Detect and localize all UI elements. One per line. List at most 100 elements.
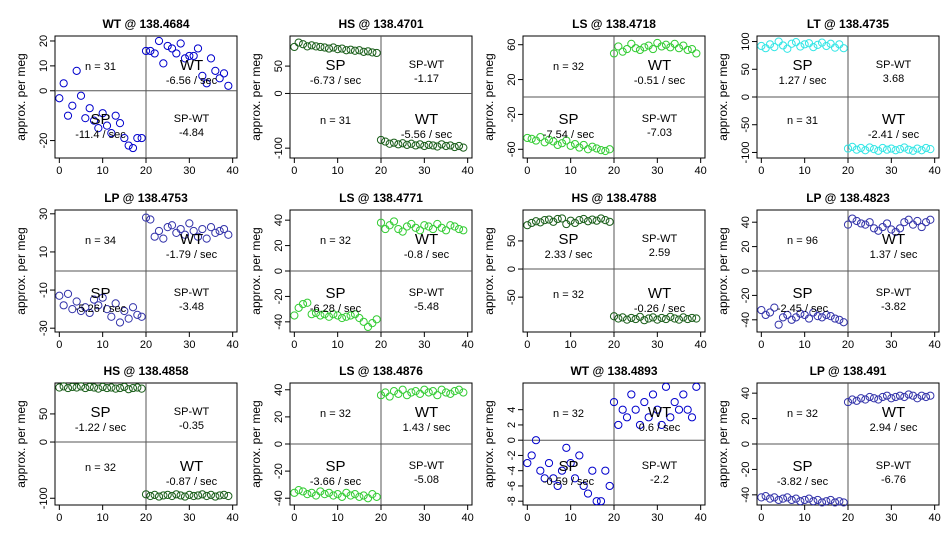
data-point xyxy=(761,310,770,320)
data-point xyxy=(640,316,649,325)
data-point xyxy=(346,311,355,320)
y-axis-label: approx. per meg xyxy=(14,227,28,314)
y-tick-label: -20 xyxy=(506,106,518,122)
data-point xyxy=(917,146,926,155)
data-point xyxy=(523,458,532,468)
data-point xyxy=(219,224,229,234)
data-point xyxy=(765,494,775,503)
data-point xyxy=(904,145,913,154)
panel-title: LP @ 138.4823 xyxy=(806,191,890,205)
data-point xyxy=(446,389,455,398)
x-tick-label: 20 xyxy=(608,165,620,177)
x-tick-label: 20 xyxy=(375,165,387,177)
data-point xyxy=(605,145,614,154)
data-point xyxy=(618,405,627,414)
data-point xyxy=(172,49,181,58)
wt-rate: 1.43 / sec xyxy=(403,422,451,434)
data-point xyxy=(368,490,377,499)
x-tick-label: 10 xyxy=(97,339,109,351)
data-point xyxy=(592,216,601,225)
x-tick-label: 40 xyxy=(462,165,474,177)
x-tick-label: 0 xyxy=(758,512,764,524)
data-point xyxy=(193,232,203,241)
wt-label: WT xyxy=(882,231,905,248)
data-point xyxy=(398,139,407,148)
data-point xyxy=(692,314,701,323)
data-point xyxy=(882,219,892,228)
y-axis-label: approx. per meg xyxy=(482,53,496,140)
x-tick-label: 40 xyxy=(695,339,707,351)
data-point xyxy=(68,101,77,110)
data-point xyxy=(215,226,224,236)
data-point xyxy=(813,40,822,49)
sp-rate: -0.59 / sec xyxy=(543,476,595,488)
y-tick-label: -4 xyxy=(506,466,518,476)
x-tick-label: 10 xyxy=(332,165,344,177)
data-point xyxy=(575,143,584,152)
data-point xyxy=(553,140,562,150)
data-point xyxy=(683,405,692,414)
data-point xyxy=(921,218,931,227)
spwt-label: SP-WT xyxy=(642,113,678,125)
data-point xyxy=(359,47,368,56)
data-point xyxy=(450,142,459,152)
data-point xyxy=(787,315,796,324)
data-point xyxy=(570,474,580,483)
data-point xyxy=(298,299,308,309)
spwt-value: -3.48 xyxy=(179,301,204,313)
data-point xyxy=(830,498,840,507)
data-point xyxy=(394,389,403,398)
spwt-label: SP-WT xyxy=(642,460,678,472)
data-point xyxy=(614,314,623,323)
data-point xyxy=(544,215,554,224)
x-tick-label: 30 xyxy=(651,339,663,351)
data-point xyxy=(869,224,879,233)
data-point xyxy=(107,312,116,321)
data-point xyxy=(55,383,64,392)
x-tick-label: 40 xyxy=(462,339,474,351)
data-point xyxy=(813,495,822,505)
x-tick-label: 40 xyxy=(227,165,239,177)
y-tick-label: 100 xyxy=(740,32,752,50)
data-point xyxy=(437,140,446,149)
data-point xyxy=(355,492,364,501)
data-point xyxy=(627,39,636,48)
data-point xyxy=(385,139,394,148)
data-point xyxy=(454,141,464,151)
data-point xyxy=(111,299,120,308)
data-point xyxy=(865,392,874,402)
spwt-label: SP-WT xyxy=(174,113,210,125)
data-point xyxy=(329,43,338,52)
data-point xyxy=(791,494,801,503)
wt-rate: 1.37 / sec xyxy=(870,249,918,261)
sp-rate: 2.33 / sec xyxy=(545,249,593,261)
data-point xyxy=(189,226,198,236)
data-point xyxy=(176,224,185,234)
n-label: n = 31 xyxy=(85,61,116,73)
y-tick-label: 0 xyxy=(506,437,518,443)
data-point xyxy=(154,226,164,236)
data-point xyxy=(653,315,662,324)
x-tick-label: 30 xyxy=(885,339,897,351)
data-point xyxy=(774,495,783,505)
panel-title: LS @ 138.4718 xyxy=(572,17,656,31)
x-tick-label: 20 xyxy=(140,165,152,177)
data-point xyxy=(202,234,211,243)
y-tick-label: -20 xyxy=(740,287,752,303)
data-point xyxy=(601,466,610,475)
data-point xyxy=(185,490,194,499)
sp-rate: -7.54 / sec xyxy=(543,129,595,141)
data-point xyxy=(363,494,373,503)
data-point xyxy=(133,310,142,319)
data-point xyxy=(848,142,857,152)
data-point xyxy=(206,490,216,499)
data-point xyxy=(770,42,779,52)
y-tick-label: 10 xyxy=(38,60,50,72)
wt-label: WT xyxy=(180,231,203,248)
data-point xyxy=(433,391,442,400)
data-point xyxy=(856,219,866,228)
sp-label: SP xyxy=(90,111,110,128)
data-point xyxy=(290,488,299,497)
data-point xyxy=(411,387,420,396)
data-point xyxy=(817,498,827,507)
